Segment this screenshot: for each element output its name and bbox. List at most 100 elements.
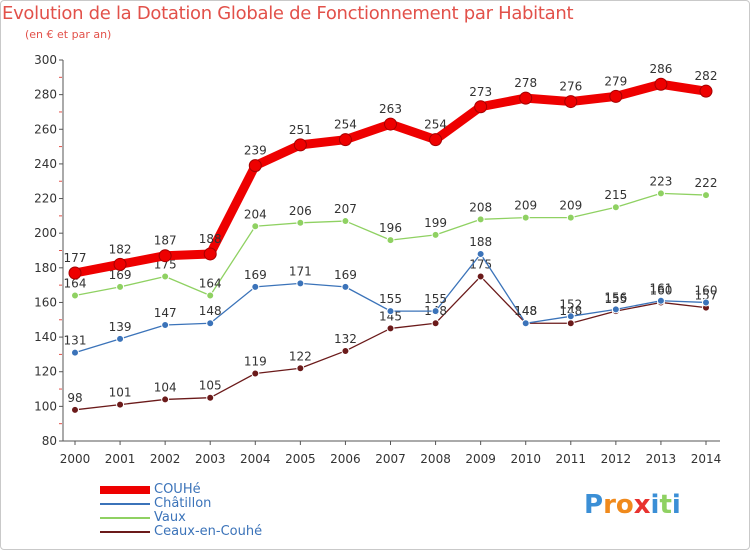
y-tick-label: 220	[34, 192, 57, 206]
x-tick-label: 2013	[646, 452, 677, 466]
data-point-chatillon	[476, 249, 485, 258]
data-point-ceaux-en-couhe	[386, 324, 395, 333]
legend-label-chatillon: Châtillon	[154, 496, 212, 511]
data-label-chatillon: 155	[424, 292, 447, 306]
data-point-chatillon	[116, 334, 125, 343]
data-label-couhe: 286	[649, 62, 672, 76]
legend-swatch-ceaux	[100, 531, 150, 533]
x-tick-label: 2005	[285, 452, 316, 466]
legend-label-vaux: Vaux	[154, 510, 186, 525]
data-label-chatillon: 188	[469, 235, 492, 249]
data-label-couhe: 239	[244, 144, 267, 158]
y-tick-label: 280	[34, 88, 57, 102]
y-tick-label: 160	[34, 295, 57, 309]
data-point-couhe	[338, 133, 352, 147]
legend-swatch-couhe	[100, 486, 150, 494]
data-point-vaux	[71, 291, 79, 300]
data-point-chatillon	[161, 320, 170, 329]
data-point-chatillon	[656, 296, 665, 305]
data-label-chatillon: 161	[649, 282, 672, 296]
legend-item-vaux: Vaux	[100, 511, 262, 525]
data-point-chatillon	[566, 312, 575, 321]
data-label-couhe: 273	[469, 85, 492, 99]
data-label-vaux: 164	[64, 277, 87, 291]
x-tick-label: 2011	[556, 452, 587, 466]
legend-label-ceaux: Ceaux-en-Couhé	[154, 524, 263, 539]
y-tick-label: 260	[34, 122, 57, 136]
x-tick-label: 2006	[330, 452, 361, 466]
y-tick-label: 240	[34, 157, 57, 171]
data-label-ceaux-en-couhe: 160	[649, 283, 672, 297]
data-point-chatillon	[296, 279, 305, 288]
data-point-chatillon	[251, 282, 260, 291]
data-point-couhe	[564, 95, 578, 109]
logo-letter: i	[650, 490, 660, 520]
y-tick-label: 80	[42, 434, 57, 448]
data-label-couhe: 251	[289, 123, 312, 137]
data-point-ceaux-en-couhe	[296, 364, 305, 373]
data-label-couhe: 187	[154, 234, 177, 248]
chart-title: Evolution de la Dotation Globale de Fonc…	[2, 3, 574, 24]
x-tick-label: 2012	[601, 452, 632, 466]
logo-letter: x	[633, 490, 651, 520]
data-point-couhe	[609, 89, 623, 103]
legend-item-ceaux: Ceaux-en-Couhé	[100, 525, 262, 539]
x-tick-label: 2009	[465, 452, 496, 466]
data-label-chatillon: 131	[64, 334, 87, 348]
data-point-couhe	[474, 100, 488, 114]
chart-legend: COUHé Châtillon Vaux Ceaux-en-Couhé	[100, 483, 262, 539]
data-label-chatillon: 139	[109, 320, 132, 334]
data-label-couhe: 279	[604, 74, 627, 88]
data-point-vaux	[341, 217, 350, 226]
data-point-chatillon	[702, 298, 710, 307]
data-label-chatillon: 155	[379, 292, 402, 306]
data-label-vaux: 206	[289, 204, 312, 218]
data-label-vaux: 199	[424, 216, 447, 230]
data-point-ceaux-en-couhe	[251, 369, 260, 378]
x-tick-label: 2014	[691, 452, 722, 466]
data-label-ceaux-en-couhe: 155	[604, 292, 627, 306]
y-tick-label: 300	[34, 53, 57, 67]
data-point-couhe	[654, 77, 668, 91]
data-label-vaux: 209	[559, 199, 582, 213]
data-point-vaux	[116, 282, 125, 291]
x-tick-label: 2008	[420, 452, 451, 466]
data-label-vaux: 209	[514, 199, 537, 213]
data-label-chatillon: 171	[289, 264, 312, 278]
data-label-vaux: 222	[695, 176, 718, 190]
data-label-couhe: 278	[514, 76, 537, 90]
data-point-vaux	[611, 203, 620, 212]
data-point-vaux	[656, 189, 665, 198]
data-point-chatillon	[386, 307, 395, 316]
data-point-vaux	[386, 236, 395, 245]
data-label-chatillon: 148	[514, 304, 537, 318]
x-tick-label: 2000	[60, 452, 91, 466]
legend-item-chatillon: Châtillon	[100, 497, 262, 511]
x-tick-label: 2007	[375, 452, 406, 466]
x-tick-label: 2003	[195, 452, 226, 466]
data-point-couhe	[293, 138, 307, 152]
data-label-ceaux-en-couhe: 157	[695, 289, 718, 303]
logo-letter: r	[603, 490, 616, 520]
data-label-ceaux-en-couhe: 145	[379, 309, 402, 323]
data-label-vaux: 164	[199, 277, 222, 291]
logo-letter: P	[584, 490, 604, 520]
y-tick-label: 100	[34, 399, 57, 413]
data-point-chatillon	[71, 348, 79, 357]
data-point-chatillon	[611, 305, 620, 314]
data-point-couhe	[158, 249, 172, 263]
data-point-vaux	[702, 191, 710, 200]
data-label-chatillon: 152	[559, 297, 582, 311]
legend-label-couhe: COUHé	[154, 482, 201, 497]
data-label-chatillon: 169	[244, 268, 267, 282]
data-label-vaux: 196	[379, 221, 402, 235]
data-point-couhe	[248, 159, 262, 173]
data-label-couhe: 177	[64, 251, 87, 265]
x-tick-label: 2001	[105, 452, 136, 466]
data-label-vaux: 169	[109, 268, 132, 282]
data-label-chatillon: 156	[604, 290, 627, 304]
data-point-chatillon	[206, 319, 215, 328]
data-label-ceaux-en-couhe: 105	[199, 379, 222, 393]
data-label-chatillon: 148	[199, 304, 222, 318]
data-label-couhe: 282	[695, 69, 718, 83]
